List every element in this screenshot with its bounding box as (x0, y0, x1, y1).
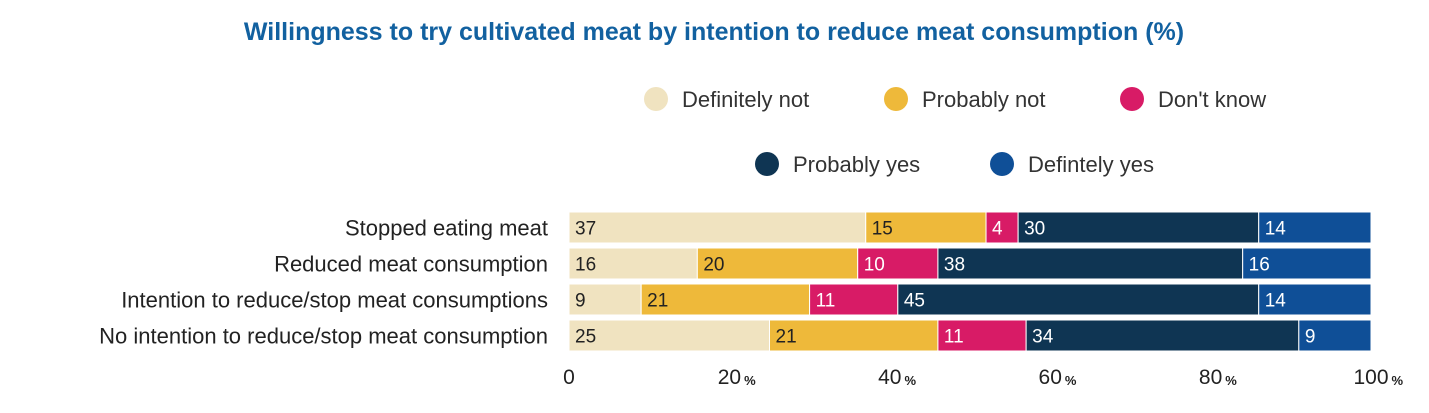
x-tick-label: 80 (1199, 366, 1222, 389)
legend-swatch (1120, 87, 1144, 111)
data-label: 21 (647, 291, 668, 312)
data-label: 37 (575, 219, 596, 240)
legend-item: Defintely yes (990, 152, 1154, 177)
category-label: No intention to reduce/stop meat consump… (99, 324, 548, 349)
data-label: 11 (816, 291, 836, 312)
legend-label: Don't know (1158, 87, 1266, 112)
data-label: 25 (575, 327, 596, 348)
x-tick-unit: % (1392, 373, 1404, 388)
data-label: 21 (776, 327, 797, 348)
x-tick-unit: % (744, 373, 756, 388)
legend: Definitely not Probably not Don't know Prob… (644, 87, 1266, 177)
bar-segment (897, 283, 1260, 316)
legend-label: Probably not (922, 87, 1046, 112)
bar-segment (1258, 211, 1372, 244)
legend-item: Don't know (1120, 87, 1266, 112)
bar-segment (937, 319, 1027, 352)
legend-item: Probably not (884, 87, 1046, 112)
category-label: Stopped eating meat (345, 216, 548, 241)
legend-label: Definitely not (682, 87, 809, 112)
x-tick-unit: % (1065, 373, 1077, 388)
legend-label: Defintely yes (1028, 152, 1154, 177)
category-label: Intention to reduce/stop meat consumptio… (121, 288, 548, 313)
bar-segment (1298, 319, 1372, 352)
data-label: 14 (1265, 219, 1287, 240)
bar-segment (568, 211, 867, 244)
data-label: 15 (872, 219, 893, 240)
bar-segment (1017, 211, 1260, 244)
x-axis-ticks: 0 20% 40% 60% 80% 100% (563, 366, 1403, 389)
bar-row: 25 21 11 34 9 (568, 319, 1372, 352)
bar-segment (640, 283, 811, 316)
x-tick: 0 (563, 366, 575, 389)
legend-item: Probably yes (755, 152, 920, 177)
x-tick: 60% (1039, 366, 1077, 389)
data-label: 10 (864, 255, 885, 276)
legend-swatch (884, 87, 908, 111)
data-label: 45 (904, 291, 925, 312)
bar-segment (985, 211, 1019, 244)
chart-title: Willingness to try cultivated meat by in… (244, 18, 1184, 46)
bar-row: 37 15 4 30 14 (568, 211, 1372, 244)
data-label: 4 (992, 219, 1003, 240)
bar-segment (809, 283, 899, 316)
bar-segment (696, 247, 859, 280)
x-tick-label: 20 (718, 366, 741, 389)
data-label: 9 (575, 291, 586, 312)
x-tick: 20% (718, 366, 756, 389)
data-label: 11 (944, 327, 964, 348)
bar-segment (769, 319, 939, 352)
data-label: 14 (1265, 291, 1287, 312)
x-tick: 80% (1199, 366, 1237, 389)
legend-label: Probably yes (793, 152, 920, 177)
legend-swatch (755, 152, 779, 176)
data-label: 30 (1024, 219, 1045, 240)
bar-segment (937, 247, 1244, 280)
data-label: 16 (575, 255, 596, 276)
x-tick: 100% (1353, 366, 1403, 389)
data-label: 9 (1305, 327, 1316, 348)
x-tick-label: 40 (878, 366, 901, 389)
bar-row: 16 20 10 38 16 (568, 247, 1372, 280)
bar-segment (857, 247, 939, 280)
bar-segment (1258, 283, 1372, 316)
bar-row: 9 21 11 45 14 (568, 283, 1372, 316)
category-labels: Stopped eating meat Reduced meat consumpt… (99, 216, 548, 349)
x-tick-label: 60 (1039, 366, 1062, 389)
legend-swatch (644, 87, 668, 111)
legend-swatch (990, 152, 1014, 176)
x-tick-label: 100 (1353, 366, 1388, 389)
category-label: Reduced meat consumption (274, 252, 548, 277)
bar-segment (1242, 247, 1372, 280)
data-label: 38 (944, 255, 965, 276)
x-tick: 40% (878, 366, 916, 389)
data-label: 20 (703, 255, 724, 276)
x-tick-unit: % (905, 373, 917, 388)
legend-item: Definitely not (644, 87, 809, 112)
bar-segment (865, 211, 987, 244)
bar-segment (568, 319, 770, 352)
x-tick-unit: % (1225, 373, 1237, 388)
bar-segment (1025, 319, 1300, 352)
data-label: 34 (1032, 327, 1054, 348)
x-tick-label: 0 (563, 366, 575, 389)
data-label: 16 (1249, 255, 1270, 276)
bar-segment (568, 283, 642, 316)
bars: 37 15 4 30 14 16 20 10 38 16 9 21 11 45 14 25 21 11 34 9 (568, 211, 1372, 352)
